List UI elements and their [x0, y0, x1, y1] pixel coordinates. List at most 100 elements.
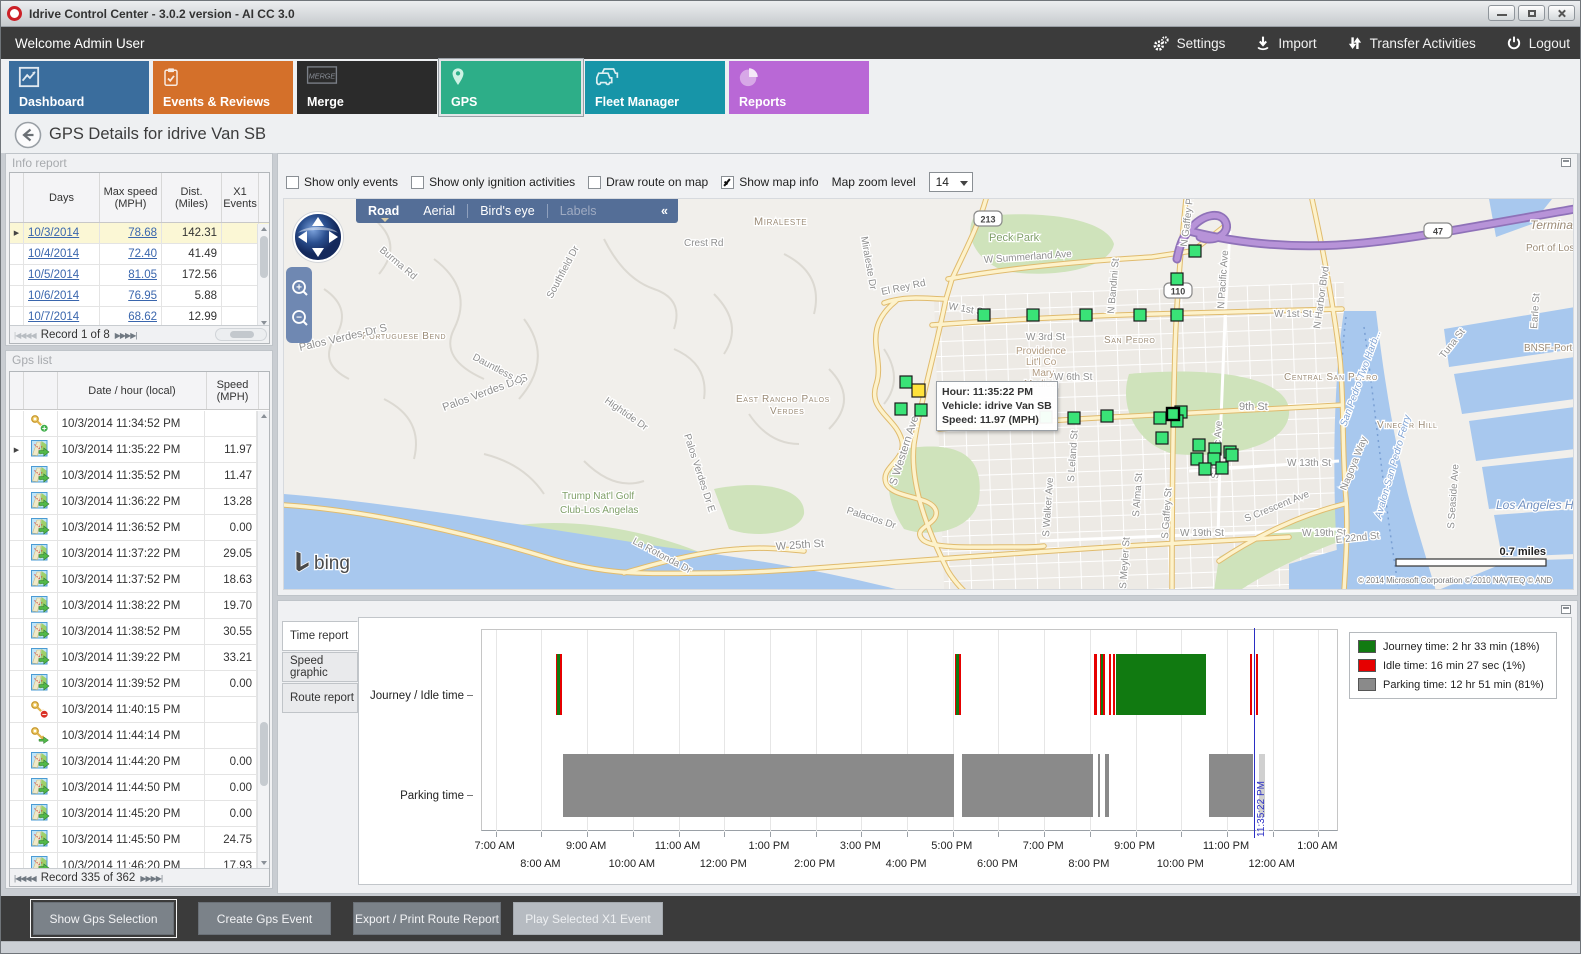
table-row[interactable]: 10/5/201481.05172.56: [10, 265, 269, 286]
gps-point-marker[interactable]: [1199, 463, 1211, 475]
export-print-route-report-button[interactable]: Export / Print Route Report: [353, 902, 501, 935]
table-row[interactable]: 10/4/201472.4041.49: [10, 244, 269, 265]
max-speed-link[interactable]: 78.68: [128, 227, 157, 239]
gps-point-marker[interactable]: [1171, 273, 1183, 285]
gps-point-marker[interactable]: [1101, 410, 1113, 422]
gps-point-marker[interactable]: [1189, 245, 1201, 257]
maximize-button[interactable]: [1518, 5, 1545, 21]
create-gps-event-button[interactable]: Create Gps Event: [198, 902, 331, 935]
gps-list-scrollbar[interactable]: [257, 411, 269, 868]
gps-point-marker[interactable]: [1156, 432, 1168, 444]
close-button[interactable]: [1548, 5, 1575, 21]
table-row[interactable]: 10/3/2014 11:38:22 PM19.70: [10, 593, 257, 619]
title-bar[interactable]: Idrive Control Center - 3.0.2 version - …: [1, 1, 1580, 27]
nav-tile-gps[interactable]: GPS: [441, 61, 581, 114]
topbar-action-settings[interactable]: Settings: [1151, 35, 1226, 52]
gps-point-marker[interactable]: [1216, 462, 1228, 474]
topbar-action-import[interactable]: Import: [1255, 35, 1316, 51]
pager-button[interactable]: ▶|: [156, 874, 162, 883]
map-panel-collapse-button[interactable]: [1561, 158, 1571, 167]
table-row[interactable]: 10/3/2014 11:44:50 PM0.00: [10, 775, 257, 801]
nav-tile-merge[interactable]: MERGEMerge: [297, 61, 437, 114]
map-view-road[interactable]: Road: [356, 204, 411, 218]
table-row[interactable]: 10/3/2014 11:37:52 PM18.63: [10, 567, 257, 593]
pager-button[interactable]: ◀◀: [20, 331, 30, 340]
map-view-labels[interactable]: Labels: [548, 204, 609, 218]
table-row[interactable]: ▶10/3/201478.68142.31: [10, 223, 269, 244]
pager-button[interactable]: ▶▶: [145, 874, 155, 883]
back-button[interactable]: [14, 121, 42, 154]
day-link[interactable]: 10/7/2014: [28, 311, 79, 323]
tab-time-report[interactable]: Time report: [282, 621, 358, 651]
gps-point-marker[interactable]: [1154, 412, 1166, 424]
minimize-button[interactable]: [1488, 5, 1515, 21]
pager-button[interactable]: ▶|: [130, 331, 136, 340]
nav-tile-fleet-manager[interactable]: Fleet Manager: [585, 61, 725, 114]
table-row[interactable]: 10/3/2014 11:38:52 PM30.55: [10, 619, 257, 645]
day-link[interactable]: 10/6/2014: [28, 290, 79, 302]
nav-tile-events-reviews[interactable]: Events & Reviews: [153, 61, 293, 114]
checkbox-show-only-ignition-activities[interactable]: Show only ignition activities: [411, 175, 575, 189]
map-canvas[interactable]: MiralesteBurma RdCrest RdSouthfield DrMi…: [283, 198, 1574, 590]
gps-point-marker-selected[interactable]: [1167, 408, 1179, 420]
pager-button[interactable]: ◀: [31, 874, 36, 883]
map-zoom-control[interactable]: +−: [286, 267, 312, 343]
pager-button[interactable]: ◀: [31, 331, 36, 340]
checkbox-show-only-events[interactable]: Show only events: [286, 175, 398, 189]
day-link[interactable]: 10/4/2014: [28, 248, 79, 260]
max-speed-link[interactable]: 76.95: [128, 290, 157, 302]
table-row[interactable]: 10/3/2014 11:44:14 PM: [10, 723, 257, 749]
gps-point-marker[interactable]: [900, 376, 912, 388]
map-pan-control[interactable]: [292, 211, 344, 263]
tab-route-report[interactable]: Route report: [282, 683, 358, 713]
day-link[interactable]: 10/3/2014: [28, 227, 79, 239]
checkbox-draw-route-on-map[interactable]: Draw route on map: [588, 175, 708, 189]
table-row[interactable]: 10/6/201476.955.88: [10, 286, 269, 307]
gps-point-marker[interactable]: [1080, 309, 1092, 321]
nav-tile-dashboard[interactable]: Dashboard: [9, 61, 149, 114]
gps-point-marker-highlighted[interactable]: [912, 384, 925, 397]
info-report-hscrollbar[interactable]: [215, 328, 267, 341]
map-view-bird-s-eye[interactable]: Bird's eye: [468, 204, 547, 218]
map-view-toolbar: RoadAerialBird's eyeLabels «: [356, 199, 678, 223]
info-report-scrollbar[interactable]: [257, 224, 269, 328]
map-toolbar-collapse-button[interactable]: «: [651, 204, 678, 218]
pager-button[interactable]: ◀◀: [20, 874, 30, 883]
table-row[interactable]: 10/3/2014 11:36:22 PM13.28: [10, 489, 257, 515]
nav-tile-reports[interactable]: Reports: [729, 61, 869, 114]
chart-panel-collapse-button[interactable]: [1561, 605, 1571, 614]
topbar-action-transfer-activities[interactable]: Transfer Activities: [1347, 35, 1476, 51]
table-row[interactable]: 10/3/2014 11:36:52 PM0.00: [10, 515, 257, 541]
gps-point-marker[interactable]: [1068, 412, 1080, 424]
gps-point-marker[interactable]: [978, 309, 990, 321]
max-speed-link[interactable]: 81.05: [128, 269, 157, 281]
gps-point-marker[interactable]: [1171, 309, 1183, 321]
table-row[interactable]: +10/3/2014 11:34:52 PM: [10, 411, 257, 437]
gps-point-marker[interactable]: [1226, 449, 1238, 461]
gps-point-marker[interactable]: [915, 404, 927, 416]
table-row[interactable]: 10/3/2014 11:45:20 PM0.00: [10, 801, 257, 827]
tab-speed-graphic[interactable]: Speed graphic: [282, 652, 358, 682]
max-speed-link[interactable]: 68.62: [128, 311, 157, 323]
show-gps-selection-button[interactable]: Show Gps Selection: [33, 902, 174, 935]
checkbox-show-map-info[interactable]: Show map info: [721, 175, 818, 189]
table-row[interactable]: −10/3/2014 11:40:15 PM: [10, 697, 257, 723]
table-row[interactable]: 10/3/2014 11:35:52 PM11.47: [10, 463, 257, 489]
table-row[interactable]: ▶10/3/2014 11:35:22 PM11.97: [10, 437, 257, 463]
table-row[interactable]: 10/3/2014 11:45:50 PM24.75: [10, 827, 257, 853]
max-speed-link[interactable]: 72.40: [128, 248, 157, 260]
gps-point-marker[interactable]: [1193, 439, 1205, 451]
gps-point-marker[interactable]: [1134, 309, 1146, 321]
day-link[interactable]: 10/5/2014: [28, 269, 79, 281]
topbar-action-logout[interactable]: Logout: [1506, 35, 1570, 51]
pager-button[interactable]: ▶▶: [120, 331, 130, 340]
map-view-aerial[interactable]: Aerial: [411, 204, 467, 218]
table-row[interactable]: 10/3/2014 11:39:22 PM33.21: [10, 645, 257, 671]
table-row[interactable]: 10/3/2014 11:44:20 PM0.00: [10, 749, 257, 775]
table-row[interactable]: 10/3/2014 11:46:20 PM17.93: [10, 853, 257, 868]
table-row[interactable]: 10/3/2014 11:37:22 PM29.05: [10, 541, 257, 567]
gps-point-marker[interactable]: [1027, 309, 1039, 321]
map-zoom-select[interactable]: 14: [929, 172, 973, 192]
gps-point-marker[interactable]: [895, 403, 907, 415]
table-row[interactable]: 10/3/2014 11:39:52 PM0.00: [10, 671, 257, 697]
